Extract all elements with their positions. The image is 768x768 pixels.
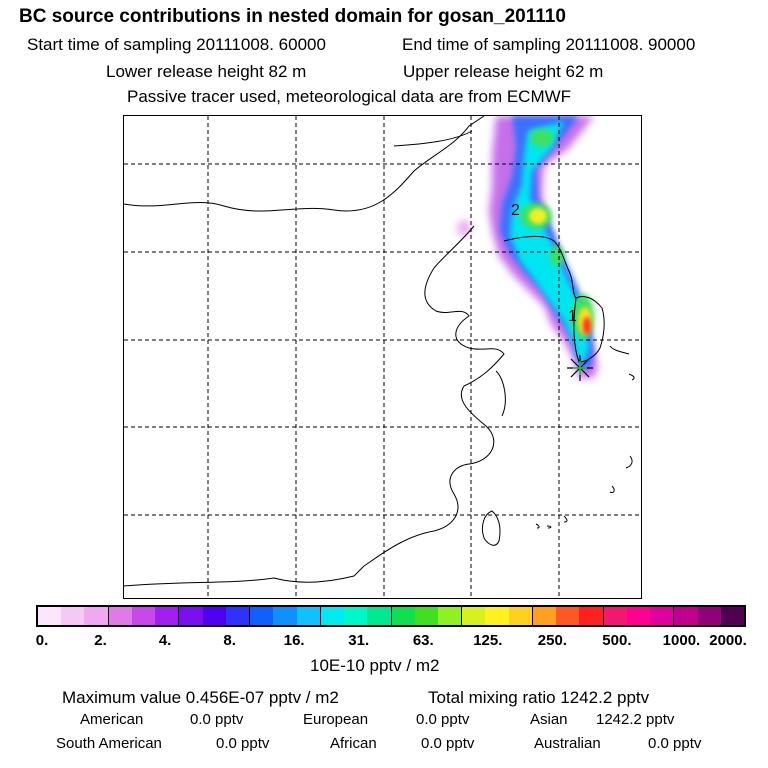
colorbar-swatch — [556, 607, 580, 625]
region-value: 0.0 pptv — [190, 711, 244, 728]
colorbar-swatch — [579, 607, 603, 625]
colorbar-tick-label: 2000. — [709, 632, 747, 649]
colorbar-swatch — [273, 607, 297, 625]
colorbar-swatch — [508, 607, 532, 625]
colorbar-tick-label: 1000. — [662, 632, 701, 649]
colorbar-tick-label: 0. — [35, 632, 49, 649]
region-value: 0.0 pptv — [216, 735, 270, 752]
colorbar-units: 10E-10 pptv / m2 — [310, 656, 440, 675]
colorbar-tick-label: 63. — [412, 632, 434, 649]
region-value: 0.0 pptv — [421, 735, 475, 752]
end-time-label: End time of sampling 20111008. 90000 — [402, 35, 696, 54]
plume-core — [583, 317, 591, 335]
colorbar-swatch — [84, 607, 108, 625]
start-time-label: Start time of sampling 20111008. 60000 — [27, 35, 326, 54]
receptor-star-green-icon — [573, 361, 587, 375]
map-canvas: 2 1 — [124, 116, 641, 598]
figure-title: BC source contributions in nested domain… — [19, 6, 566, 27]
region-name: Australian — [534, 735, 601, 752]
colorbar-tick-label: 16. — [283, 632, 305, 649]
colorbar-tick-label: 4. — [158, 632, 172, 649]
colorbar-swatch — [673, 607, 698, 625]
region-name: Asian — [530, 711, 568, 728]
region-value: 0.0 pptv — [648, 735, 702, 752]
coastlines — [124, 116, 635, 587]
colorbar-swatch — [720, 607, 745, 625]
colorbar-swatch — [131, 607, 156, 625]
total-mixing-ratio: Total mixing ratio 1242.2 pptv — [428, 688, 650, 707]
colorbar-swatch — [531, 607, 557, 625]
region-name: European — [303, 711, 369, 728]
colorbar-tick-label: 125. — [473, 632, 503, 649]
upper-release-label: Upper release height 62 m — [403, 62, 604, 81]
colorbar-swatch — [155, 607, 179, 625]
colorbar-swatch — [225, 607, 250, 625]
colorbar-swatch — [414, 607, 438, 625]
colorbar-swatch — [390, 607, 415, 625]
plume-label-2: 2 — [511, 202, 520, 219]
colorbar-swatch — [626, 607, 651, 625]
colorbar-swatch — [107, 607, 132, 625]
colorbar-swatch — [202, 607, 226, 625]
lower-release-label: Lower release height 82 m — [106, 62, 307, 81]
colorbar-tick-label: 500. — [602, 632, 632, 649]
region-value: 1242.2 pptv — [596, 711, 675, 728]
colorbar-swatch — [61, 607, 85, 625]
region-name: South American — [56, 735, 162, 752]
colorbar-swatch — [461, 607, 486, 625]
colorbar-swatch — [650, 607, 674, 625]
colorbar-swatch — [697, 607, 721, 625]
colorbar-tick-label: 250. — [537, 632, 567, 649]
colorbar-swatch — [437, 607, 462, 625]
colorbar-swatch — [38, 607, 62, 625]
colorbar — [36, 605, 746, 627]
colorbar-swatch — [178, 607, 203, 625]
max-value: Maximum value 0.456E-07 pptv / m2 — [62, 688, 339, 707]
colorbar-swatch — [249, 607, 274, 625]
region-name: African — [330, 735, 377, 752]
plume-label-1: 1 — [568, 308, 577, 325]
colorbar-swatch — [367, 607, 391, 625]
colorbar-swatch — [344, 607, 368, 625]
lat-lon-grid — [124, 116, 641, 598]
tracer-note: Passive tracer used, meteorological data… — [127, 87, 572, 106]
colorbar-swatch — [296, 607, 320, 625]
plume-green — [520, 129, 594, 338]
region-value: 0.0 pptv — [416, 711, 470, 728]
map-panel: 2 1 — [123, 115, 642, 599]
region-name: American — [80, 711, 144, 728]
colorbar-swatch — [602, 607, 627, 625]
colorbar-swatch — [319, 607, 345, 625]
colorbar-tick-label: 8. — [223, 632, 236, 649]
plume-cyan — [510, 121, 589, 362]
colorbar-swatch — [485, 607, 509, 625]
colorbar-tick-label: 2. — [94, 632, 107, 649]
colorbar-tick-label: 31. — [348, 632, 370, 649]
